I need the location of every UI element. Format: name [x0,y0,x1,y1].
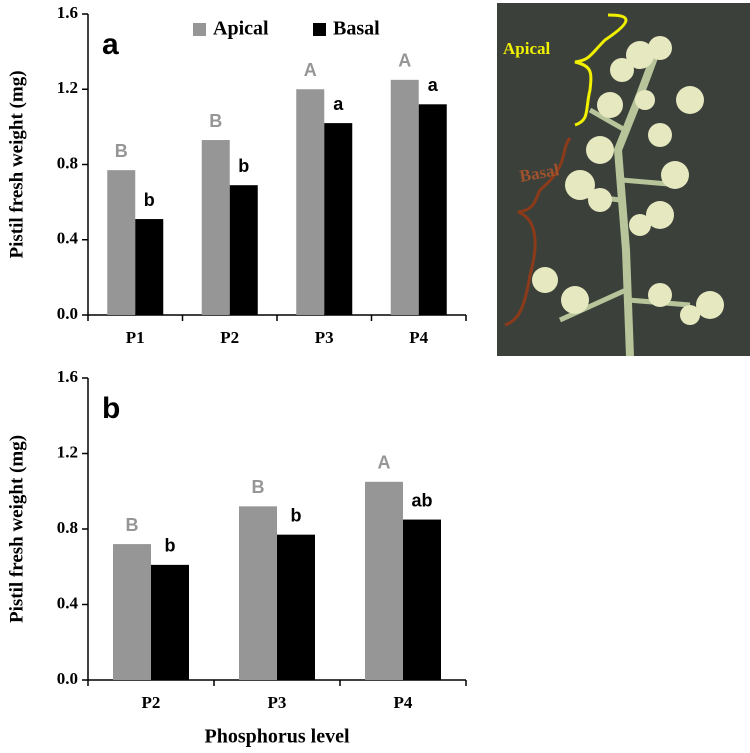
significance-letter: ab [411,490,432,510]
bar [365,481,403,680]
bar [201,140,230,315]
y-tick-label: 0.8 [57,153,78,172]
x-tick-label: P4 [394,693,413,712]
y-tick-label: 0.8 [57,518,78,537]
bar [390,79,419,315]
y-tick-label: 0.0 [57,304,78,323]
significance-letter: b [291,505,302,525]
significance-letter: b [238,156,249,176]
y-tick-label: 1.6 [57,3,78,22]
bar [403,519,441,680]
significance-letter: B [209,111,222,131]
significance-letter: b [165,536,176,556]
bar [324,123,353,315]
bar [277,534,315,680]
bar [113,544,151,680]
x-tick-label: P3 [315,328,334,347]
legend-label: Apical [213,18,269,40]
bar [151,564,189,680]
legend-label: Basal [333,18,380,40]
bar [229,185,258,315]
significance-letter: a [428,75,439,95]
y-axis-label: Pistil fresh weight (mg) [6,70,27,258]
significance-letter: B [115,141,128,161]
bar [135,219,164,315]
panel-label: b [102,392,120,425]
significance-letter: b [144,190,155,210]
legend-swatch [313,23,326,36]
y-tick-label: 1.2 [57,78,78,97]
y-tick-label: 0.4 [57,593,79,612]
x-tick-label: P2 [142,693,161,712]
x-tick-label: P3 [268,693,287,712]
x-tick-label: P2 [220,328,239,347]
panel-label: a [102,28,119,61]
x-tick-label: P1 [126,328,145,347]
significance-letter: B [252,477,265,497]
significance-letter: A [378,453,391,473]
y-tick-label: 0.0 [57,669,78,688]
bar [418,104,447,315]
y-tick-label: 0.4 [57,229,79,248]
legend-swatch [193,23,206,36]
bar [296,89,325,315]
x-axis-label: Phosphorus level [204,726,349,748]
significance-letter: a [333,94,344,114]
photo: Apical Basal [497,3,750,357]
x-tick-label: P4 [409,328,428,347]
bar [239,506,277,680]
significance-letter: A [304,60,317,80]
bar [107,170,136,315]
y-tick-label: 1.2 [57,442,78,461]
y-axis-label: Pistil fresh weight (mg) [6,435,27,623]
significance-letter: B [126,515,139,535]
y-tick-label: 1.6 [57,367,78,386]
significance-letter: A [398,51,411,71]
photo-label: Apical [503,39,551,58]
